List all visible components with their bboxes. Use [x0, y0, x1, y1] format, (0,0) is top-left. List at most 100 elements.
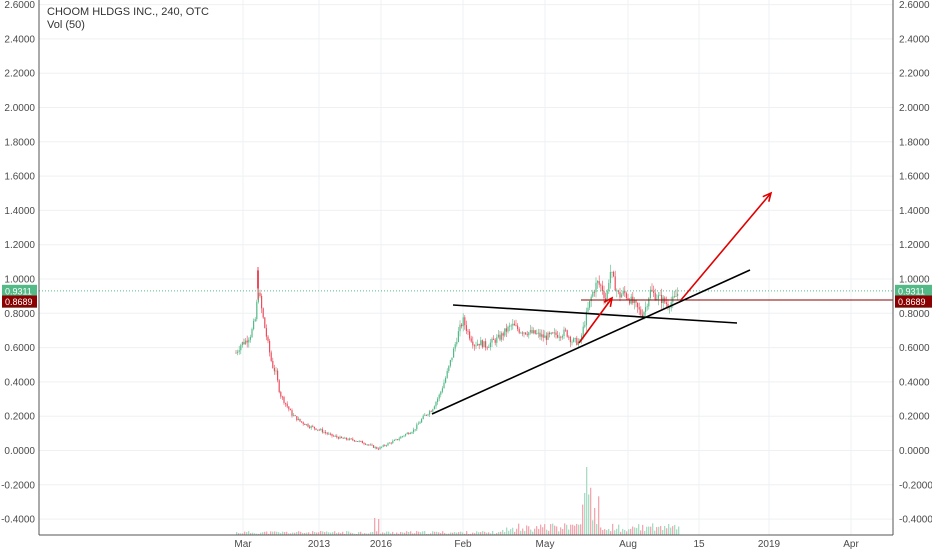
y-tick-label-right: 0.4000: [899, 377, 930, 388]
candle-body: [646, 306, 648, 308]
candle-body: [488, 346, 490, 348]
volume-bar: [624, 529, 626, 535]
volume-bar: [610, 531, 612, 535]
candle-body: [485, 341, 487, 348]
y-tick-label-left: 1.0000: [4, 275, 35, 286]
candle-body: [581, 335, 583, 340]
candle-body: [467, 330, 469, 332]
y-tick-label-left: 2.6000: [4, 0, 35, 11]
candle-body: [459, 324, 461, 332]
candle-body: [568, 336, 570, 338]
candle-body: [603, 290, 605, 299]
volume-bar: [504, 531, 506, 535]
volume-bar: [612, 523, 614, 535]
volume-bar: [250, 533, 252, 535]
candle-body: [435, 401, 437, 407]
candle-body: [584, 325, 586, 327]
candle-body: [456, 341, 458, 345]
volume-bar: [420, 532, 422, 535]
marker-price-tag-right: 0.8689: [895, 295, 932, 308]
volume-bar: [352, 533, 354, 535]
candle-body: [437, 398, 439, 402]
candle-body: [416, 424, 418, 430]
y-tick-label-left: 0.0000: [4, 446, 35, 457]
candle-body: [318, 429, 320, 431]
candle-body: [344, 437, 346, 439]
candle-body: [248, 339, 250, 343]
candle-body: [438, 394, 440, 399]
candle-body: [448, 365, 450, 372]
volume-bar: [506, 527, 508, 535]
candle-body: [483, 341, 485, 348]
volume-bar: [580, 524, 582, 535]
volume-bar: [452, 532, 454, 535]
candle-body: [301, 421, 303, 423]
candle-body: [451, 357, 453, 361]
volume-bar: [320, 531, 322, 535]
candle-body: [302, 422, 304, 424]
y-tick-label-right: 1.6000: [899, 172, 930, 183]
volume-bar: [540, 524, 542, 535]
candle-body: [296, 416, 298, 421]
candle-body: [441, 388, 443, 392]
volume-bar: [272, 531, 274, 535]
volume-bar: [396, 532, 398, 535]
volume-bar: [402, 532, 404, 535]
candle-body: [590, 296, 592, 302]
candle-body: [669, 307, 671, 309]
candle-body: [408, 432, 410, 434]
volume-bar: [410, 531, 412, 535]
volume-bar: [632, 526, 634, 535]
volume-bar: [306, 532, 308, 535]
volume-bar: [502, 529, 504, 535]
candle-body: [582, 326, 584, 336]
volume-bar: [654, 530, 656, 535]
volume-bar: [292, 532, 294, 535]
volume-bar: [456, 532, 458, 535]
candle-body: [273, 368, 275, 372]
volume-bar: [286, 531, 288, 535]
candle-body: [486, 347, 488, 349]
candle-body: [517, 325, 519, 330]
candle-body: [659, 294, 661, 296]
candle-body: [512, 323, 514, 326]
volume-bar: [446, 533, 448, 535]
candle-body: [525, 332, 527, 335]
volume-bar: [544, 524, 546, 535]
candle-body: [430, 411, 432, 413]
last-price-tag-left-bg: [2, 284, 37, 297]
candle-body: [536, 333, 538, 334]
y-tick-label-left: 0.6000: [4, 343, 35, 354]
volume-bar: [430, 533, 432, 535]
volume-bar: [236, 532, 238, 535]
candle-body: [521, 332, 523, 334]
volume-bar: [638, 524, 640, 535]
volume-bar: [514, 531, 516, 535]
candle-body: [304, 423, 306, 425]
candle-body: [589, 301, 591, 308]
volume-bar: [558, 531, 560, 535]
volume-bar: [646, 526, 648, 535]
volume-bar: [326, 531, 328, 535]
volume-bar: [634, 527, 636, 535]
volume-bar: [584, 492, 586, 535]
candle-body: [597, 281, 599, 283]
volume-bar: [490, 533, 492, 535]
volume-bar: [350, 532, 352, 535]
volume-bar: [304, 532, 306, 535]
candle-body: [501, 333, 503, 340]
volume-bar: [280, 533, 282, 535]
candle-body: [507, 326, 509, 332]
candle-body: [649, 289, 651, 299]
resistance-trendline: [452, 304, 738, 324]
volume-bar: [336, 532, 338, 535]
volume-bar: [424, 531, 426, 535]
volume-bar: [550, 524, 552, 535]
volume-bar: [426, 533, 428, 535]
volume-bar: [282, 531, 284, 535]
candle-body: [350, 438, 352, 440]
candle-body: [640, 309, 642, 315]
candle-body: [465, 325, 467, 331]
volume-bar: [370, 532, 372, 535]
